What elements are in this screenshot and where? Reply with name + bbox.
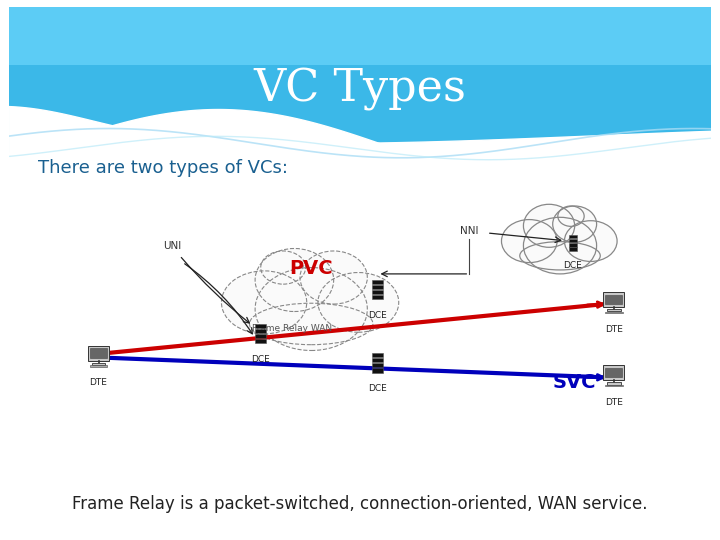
Bar [372,290,382,294]
Ellipse shape [564,221,617,261]
Text: DCE: DCE [563,261,582,270]
Bar [372,368,382,373]
Text: PVC: PVC [289,259,333,278]
Bar [9,6,711,153]
Bar [372,358,382,362]
Bar [372,280,382,284]
Text: Frame Relay WAN: Frame Relay WAN [251,324,332,333]
Text: Frame Relay is a packet-switched, connection-oriented, WAN service.: Frame Relay is a packet-switched, connec… [72,495,648,513]
Bar [372,295,382,299]
Ellipse shape [222,271,307,334]
Bar [91,363,105,365]
Bar [372,285,382,289]
Ellipse shape [501,220,557,262]
Text: DTE: DTE [89,379,107,387]
Bar [607,309,621,312]
Bar [569,239,577,242]
Bar [372,353,382,357]
Ellipse shape [553,206,597,242]
Bar [89,346,109,361]
Text: DCE: DCE [251,355,270,364]
Ellipse shape [520,241,600,270]
Bar [372,363,382,367]
Text: NNI: NNI [460,226,479,236]
Bar [90,348,107,358]
Bar [603,292,624,307]
Text: UNI: UNI [163,241,181,251]
Text: DCE: DCE [368,384,387,393]
Bar [606,294,622,304]
Ellipse shape [523,204,575,247]
Bar [605,312,623,313]
Ellipse shape [250,303,373,345]
Bar [569,234,577,238]
Text: DTE: DTE [605,398,623,407]
Text: DCE: DCE [368,311,387,320]
Text: There are two types of VCs:: There are two types of VCs: [38,159,288,177]
Ellipse shape [300,251,367,304]
Bar [606,368,622,377]
Text: VC Types: VC Types [253,68,467,111]
Bar [569,247,577,251]
Bar [256,334,266,338]
Ellipse shape [318,273,399,332]
Bar [605,385,623,386]
Ellipse shape [255,248,333,312]
Ellipse shape [261,251,305,284]
Text: SVC: SVC [553,373,596,392]
Ellipse shape [523,217,597,274]
Ellipse shape [255,267,367,350]
Bar [607,382,621,384]
Bar [256,329,266,333]
Ellipse shape [558,206,584,226]
Text: DTE: DTE [605,325,623,334]
Bar [603,365,624,380]
Bar [256,339,266,343]
Bar [256,323,266,328]
Bar [9,6,711,65]
Bar [569,243,577,247]
Bar [89,366,107,367]
